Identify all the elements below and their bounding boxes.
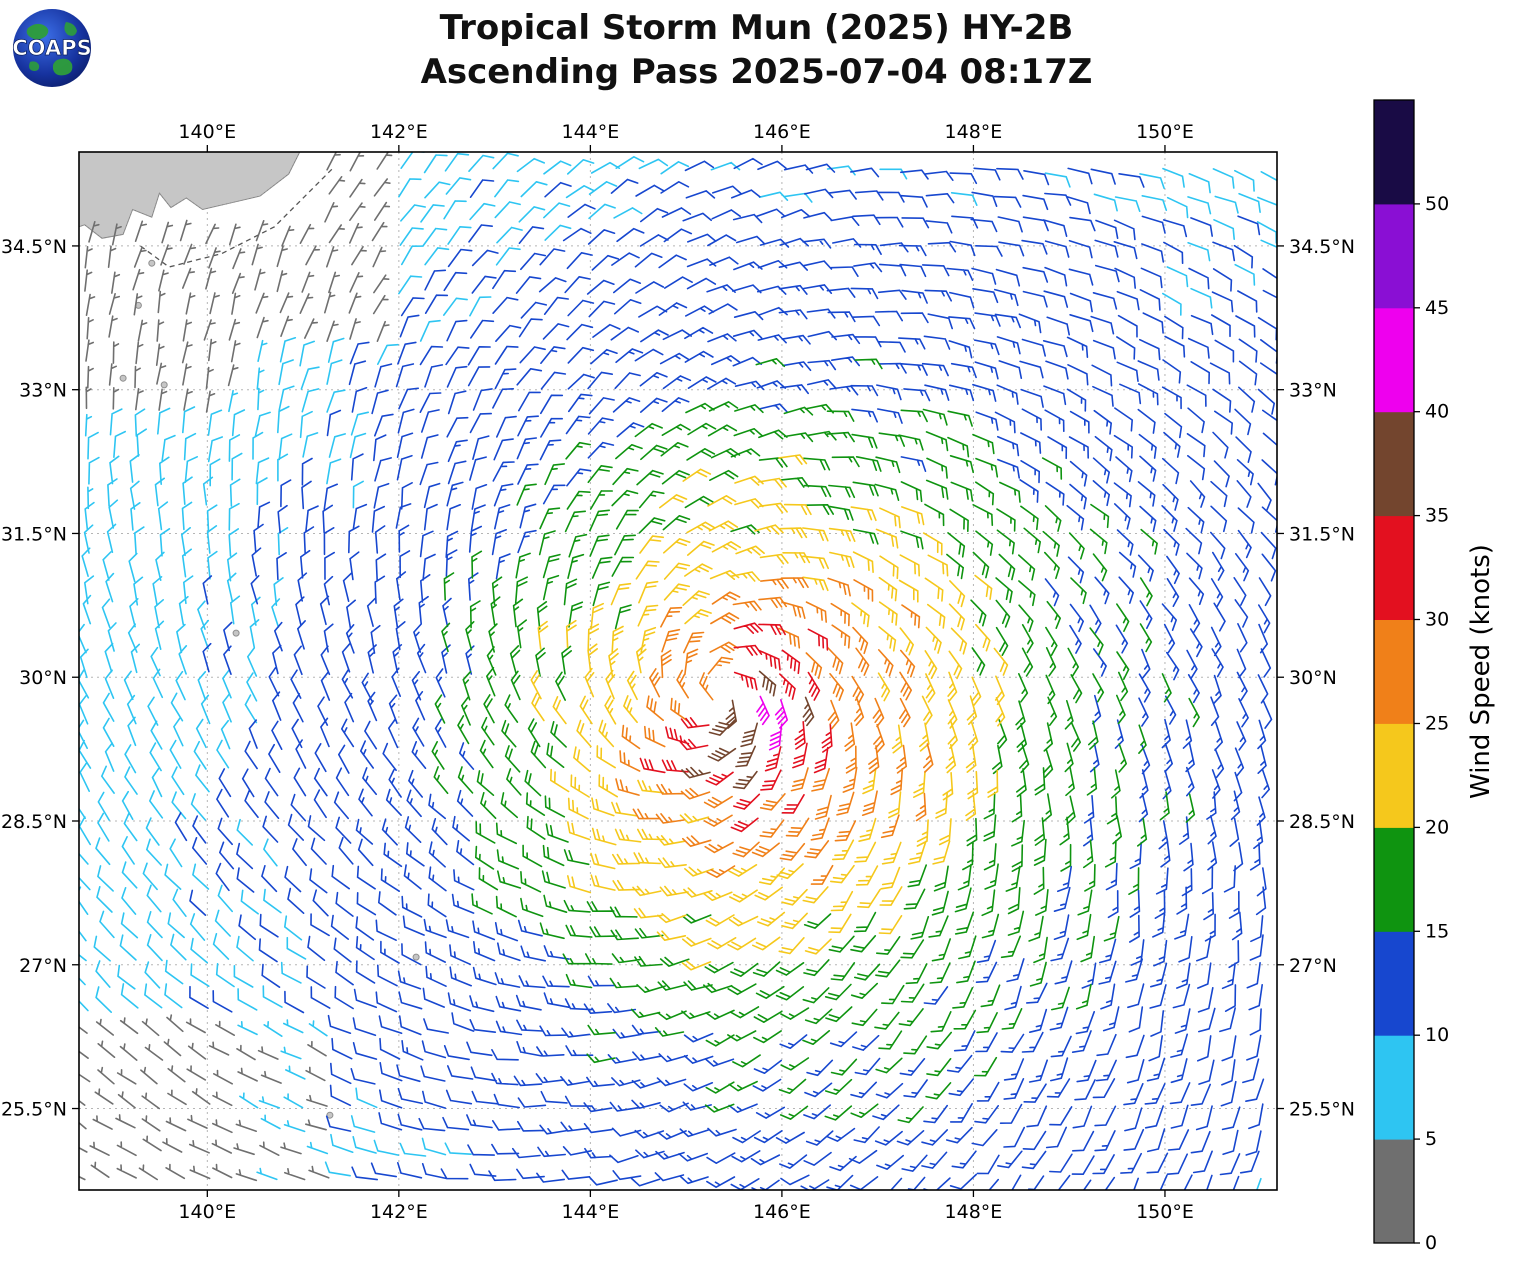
colorbar-tick-label: 35	[1425, 505, 1449, 527]
island-dot	[160, 381, 168, 389]
colorbar-frame	[1373, 99, 1415, 1244]
colorbar-segment	[1374, 411, 1414, 517]
y-tick-label-left: 33°N	[19, 380, 67, 402]
colorbar-segment	[1374, 723, 1414, 828]
wind-barb-layer	[615, 577, 934, 885]
globe-continent	[52, 58, 73, 76]
x-tick-label-bottom: 148°E	[945, 1201, 1003, 1223]
y-tick-label-right: 33°N	[1289, 380, 1337, 402]
y-tick-label-left: 34.5°N	[1, 236, 67, 258]
colorbar-segment	[1374, 619, 1414, 724]
coaps-logo-text: COAPS	[12, 36, 91, 60]
axis-labels: 140°E 140°E 142°E 142°E 144°E 144°E 146°E 146°E…	[1, 121, 1355, 1223]
title-line-2: Ascending Pass 2025-07-04 08:17Z	[420, 52, 1093, 93]
colorbar-tick-label: 20	[1425, 816, 1449, 838]
x-tick-label-bottom: 140°E	[178, 1201, 236, 1223]
colorbar-tick-label: 45	[1425, 297, 1449, 319]
x-tick-label-bottom: 142°E	[370, 1201, 428, 1223]
y-tick-label-right: 25.5°N	[1289, 1099, 1355, 1121]
figure-title: Tropical Storm Mun (2025) HY-2B Ascendin…	[0, 6, 1513, 94]
y-tick-label-right: 34.5°N	[1289, 236, 1355, 258]
wind-barb-layer	[79, 152, 393, 1182]
y-tick-label-left: 28.5°N	[1, 811, 67, 833]
title-line-1: Tropical Storm Mun (2025) HY-2B	[439, 8, 1074, 48]
x-tick-label-top: 144°E	[561, 121, 619, 143]
coaps-logo-graphic: COAPS	[12, 9, 92, 87]
coastline-contour	[139, 168, 333, 268]
colorbar-tick-label: 15	[1425, 920, 1449, 942]
x-tick-label-bottom: 150°E	[1136, 1201, 1194, 1223]
island-dot	[148, 259, 156, 267]
globe-continent	[29, 61, 40, 71]
y-tick-label-left: 30°N	[19, 667, 67, 689]
colorbar-segment	[1374, 1035, 1414, 1140]
globe-continent	[64, 22, 77, 36]
colorbar-segment	[1374, 1139, 1414, 1244]
x-tick-label-bottom: 144°E	[561, 1201, 619, 1223]
wind-barb-layer	[756, 695, 788, 751]
colorbar-segment	[1374, 931, 1414, 1036]
island-dot	[326, 1111, 334, 1119]
x-tick-label-top: 142°E	[370, 121, 428, 143]
colorbar-segment	[1374, 307, 1414, 413]
globe-continent	[26, 23, 49, 40]
colorbar-tick-label: 10	[1425, 1024, 1449, 1046]
y-tick-label-right: 28.5°N	[1289, 811, 1355, 833]
island-dot	[232, 629, 240, 637]
land-mass	[79, 152, 420, 1119]
colorbar: 0 5 10 15 20 25 30 35 40 45 50 Wind Speed (knots)	[1373, 99, 1496, 1254]
y-tick-label-right: 27°N	[1289, 955, 1337, 977]
colorbar-segment	[1374, 515, 1414, 620]
colorbar-tick-label: 0	[1425, 1232, 1437, 1254]
x-tick-label-top: 146°E	[753, 121, 811, 143]
x-tick-label-top: 148°E	[945, 121, 1003, 143]
wind-barb-layer	[530, 454, 1009, 971]
wind-barb-layer	[681, 670, 815, 790]
coaps-logo: COAPS	[10, 6, 94, 90]
colorbar-segment	[1374, 100, 1414, 205]
colorbar-tick-label: 40	[1425, 401, 1449, 423]
y-tick-label-right: 30°N	[1289, 667, 1337, 689]
colorbar-tick-label: 50	[1425, 193, 1449, 215]
wind-barb-layer	[79, 152, 1277, 1190]
colorbar-tick-label: 30	[1425, 609, 1449, 631]
colorbar-axis-label: Wind Speed (knots)	[1466, 544, 1496, 799]
wind-barb-layer	[174, 157, 1277, 1190]
y-tick-label-left: 25.5°N	[1, 1099, 67, 1121]
island-dot	[119, 374, 127, 382]
wind-barb-layer	[639, 622, 833, 833]
plot-frame	[78, 151, 1278, 1191]
colorbar-tick-label: 5	[1425, 1128, 1437, 1150]
island-dot	[412, 953, 420, 961]
y-tick-label-left: 31.5°N	[1, 523, 67, 545]
x-tick-label-top: 150°E	[1136, 121, 1194, 143]
colorbar-tick-label: 25	[1425, 713, 1449, 735]
axis-ticks	[72, 145, 1284, 1197]
y-tick-label-left: 27°N	[19, 955, 67, 977]
wind-barb-layer	[431, 358, 1200, 1124]
colorbar-segment	[1374, 827, 1414, 932]
y-tick-label-right: 31.5°N	[1289, 523, 1355, 545]
x-tick-label-bottom: 146°E	[753, 1201, 811, 1223]
colorbar-segment	[1374, 203, 1414, 309]
x-tick-label-top: 140°E	[178, 121, 236, 143]
